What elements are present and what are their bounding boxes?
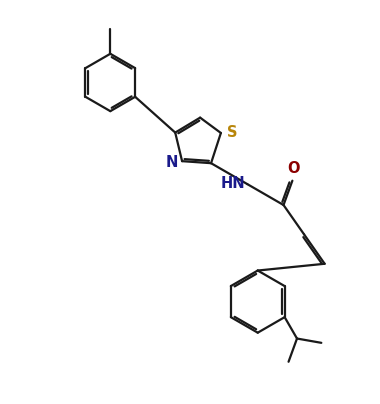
Text: HN: HN	[221, 176, 245, 191]
Text: O: O	[288, 161, 300, 176]
Text: S: S	[227, 125, 238, 140]
Text: N: N	[166, 155, 178, 170]
